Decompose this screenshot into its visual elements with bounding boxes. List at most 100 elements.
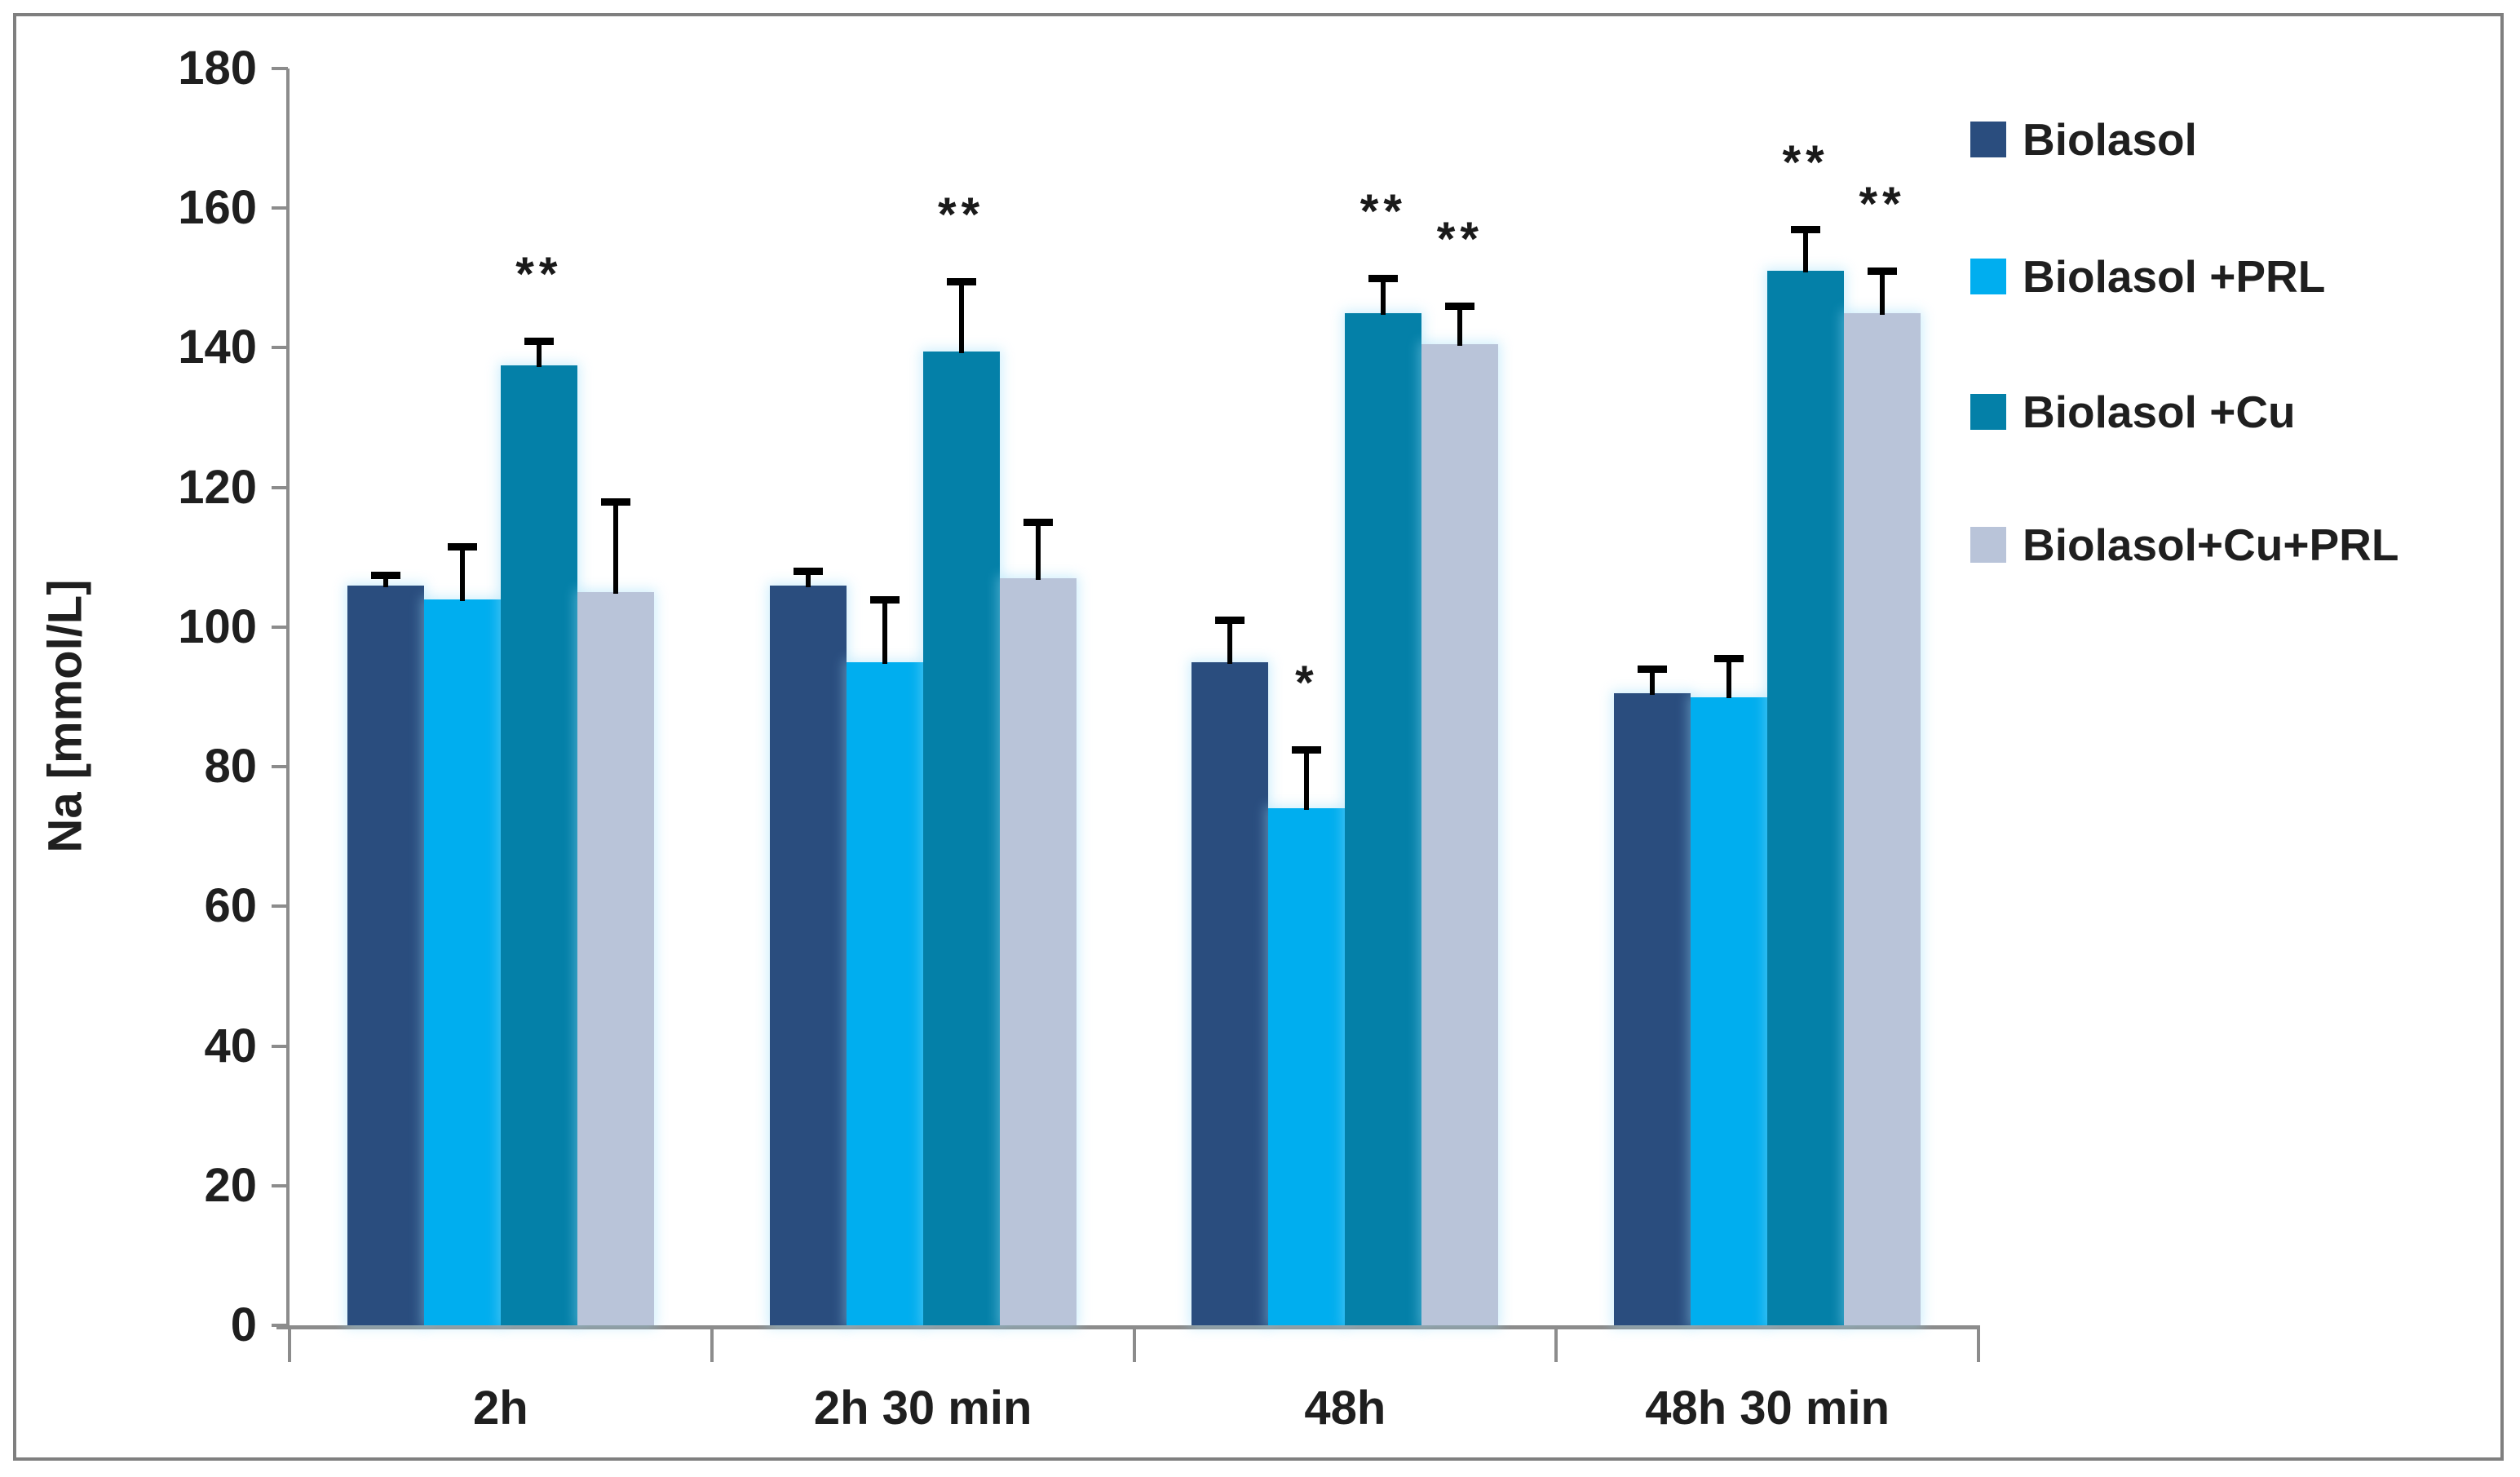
error-bar-cap bbox=[1023, 519, 1053, 527]
bar-biolasol-48h bbox=[1191, 661, 1269, 1325]
chart-frame: Na [mmol/L] 0 20 40 60 80 100 120 140 160 180 2h 2h… bbox=[13, 13, 2504, 1461]
error-bar-cap bbox=[524, 337, 554, 345]
bar-biolasol-cu-prl-48h bbox=[1421, 344, 1499, 1325]
error-bar-cap bbox=[447, 543, 477, 551]
x-tick bbox=[1977, 1325, 1980, 1362]
bar-biolasol-prl-48h bbox=[1268, 808, 1346, 1325]
significance-marker: ** bbox=[1359, 184, 1407, 238]
error-bar-whisker bbox=[1457, 306, 1463, 347]
x-tick bbox=[710, 1325, 714, 1362]
error-bar-whisker bbox=[1227, 620, 1233, 664]
y-tick-label: 140 bbox=[178, 321, 257, 374]
error-bar-whisker bbox=[882, 599, 887, 664]
error-bar-cap bbox=[370, 571, 400, 579]
bar-biolasol-cu-prl-2h bbox=[577, 592, 654, 1325]
error-bar-cap bbox=[1791, 225, 1821, 233]
y-tick-label: 180 bbox=[178, 42, 257, 95]
bar-biolasol-cu-48h-30-min bbox=[1767, 271, 1845, 1325]
error-bar-cap bbox=[946, 278, 976, 286]
y-tick bbox=[272, 1183, 288, 1187]
error-bar-whisker bbox=[1035, 522, 1041, 580]
y-tick bbox=[272, 346, 288, 350]
bar-biolasol-cu-prl-48h-30-min bbox=[1844, 312, 1921, 1325]
bar-biolasol-48h-30-min bbox=[1614, 693, 1691, 1325]
y-tick bbox=[272, 1324, 288, 1327]
significance-marker: ** bbox=[515, 247, 563, 301]
legend-swatch-icon bbox=[1970, 122, 2006, 157]
legend-swatch-icon bbox=[1970, 527, 2006, 563]
significance-marker: ** bbox=[1782, 135, 1829, 189]
x-tick bbox=[1132, 1325, 1136, 1362]
bar-biolasol-cu-2h bbox=[500, 365, 577, 1325]
bar-biolasol-cu-2h-30-min bbox=[922, 351, 1000, 1325]
y-tick bbox=[272, 206, 288, 210]
y-tick bbox=[272, 765, 288, 769]
y-tick bbox=[272, 904, 288, 909]
error-bar-cap bbox=[1714, 655, 1744, 663]
bar-biolasol-prl-2h-30-min bbox=[846, 661, 923, 1325]
error-bar-whisker bbox=[459, 546, 465, 601]
significance-marker: ** bbox=[938, 188, 985, 242]
error-bar-whisker bbox=[1803, 228, 1809, 273]
y-tick bbox=[272, 485, 288, 489]
x-tick bbox=[288, 1325, 291, 1362]
x-axis-line bbox=[276, 1325, 1978, 1329]
error-bar-whisker bbox=[1726, 658, 1732, 699]
y-axis-line bbox=[286, 69, 290, 1329]
bar-biolasol-2h bbox=[347, 585, 424, 1325]
error-bar-whisker bbox=[1381, 277, 1386, 315]
y-tick-label: 120 bbox=[178, 460, 257, 514]
x-tick bbox=[1554, 1325, 1558, 1362]
bar-biolasol-cu-48h bbox=[1345, 312, 1422, 1325]
error-bar-whisker bbox=[382, 574, 388, 587]
y-tick-label: 80 bbox=[204, 740, 257, 794]
y-tick-label: 40 bbox=[204, 1019, 257, 1072]
y-tick bbox=[272, 625, 288, 629]
significance-marker: * bbox=[1295, 656, 1319, 710]
error-bar-cap bbox=[1868, 268, 1898, 276]
legend-label: Biolasol +Cu bbox=[2023, 387, 2296, 437]
error-bar-cap bbox=[869, 595, 900, 604]
error-bar-cap bbox=[793, 568, 823, 576]
legend-label: Biolasol +PRL bbox=[2023, 251, 2326, 302]
error-bar-whisker bbox=[1880, 271, 1886, 315]
legend-label: Biolasol+Cu+PRL bbox=[2023, 520, 2399, 570]
x-category-label: 48h 30 min bbox=[1645, 1382, 1890, 1435]
y-tick-label: 0 bbox=[230, 1298, 257, 1351]
significance-marker: ** bbox=[1436, 213, 1483, 267]
error-bar-whisker bbox=[1304, 749, 1310, 811]
y-tick-label: 20 bbox=[204, 1158, 257, 1212]
error-bar-cap bbox=[1215, 617, 1245, 625]
bar-biolasol-prl-48h-30-min bbox=[1691, 696, 1768, 1325]
x-category-label: 2h 30 min bbox=[813, 1382, 1032, 1435]
legend-swatch-icon bbox=[1970, 259, 2006, 294]
x-category-label: 48h bbox=[1304, 1382, 1386, 1435]
y-tick bbox=[272, 1044, 288, 1048]
bar-biolasol-2h-30-min bbox=[769, 585, 847, 1325]
bar-biolasol-prl-2h bbox=[423, 599, 501, 1325]
error-bar-whisker bbox=[805, 571, 811, 587]
x-category-label: 2h bbox=[473, 1382, 528, 1435]
significance-marker: ** bbox=[1859, 178, 1906, 232]
y-tick bbox=[272, 67, 288, 70]
error-bar-cap bbox=[1638, 666, 1668, 674]
error-bar-whisker bbox=[958, 281, 964, 353]
y-axis-title: Na [mmol/L] bbox=[38, 579, 92, 853]
legend-label: Biolasol bbox=[2023, 114, 2197, 165]
y-tick-label: 60 bbox=[204, 879, 257, 933]
error-bar-whisker bbox=[612, 501, 618, 595]
error-bar-cap bbox=[1368, 274, 1399, 282]
y-tick-label: 100 bbox=[178, 599, 257, 653]
error-bar-whisker bbox=[1650, 669, 1656, 696]
y-tick-label: 160 bbox=[178, 181, 257, 235]
legend-item-biolasol-cu: Biolasol +Cu bbox=[1970, 387, 2460, 437]
error-bar-cap bbox=[1292, 745, 1322, 754]
legend-item-biolasol-prl: Biolasol +PRL bbox=[1970, 251, 2460, 302]
error-bar-cap bbox=[600, 497, 630, 506]
legend-item-biolasol: Biolasol bbox=[1970, 114, 2460, 165]
legend-item-biolasol-cu-prl: Biolasol+Cu+PRL bbox=[1970, 520, 2460, 570]
error-bar-whisker bbox=[536, 340, 542, 367]
bar-biolasol-cu-prl-2h-30-min bbox=[999, 577, 1077, 1325]
legend-swatch-icon bbox=[1970, 394, 2006, 430]
error-bar-cap bbox=[1445, 303, 1475, 311]
